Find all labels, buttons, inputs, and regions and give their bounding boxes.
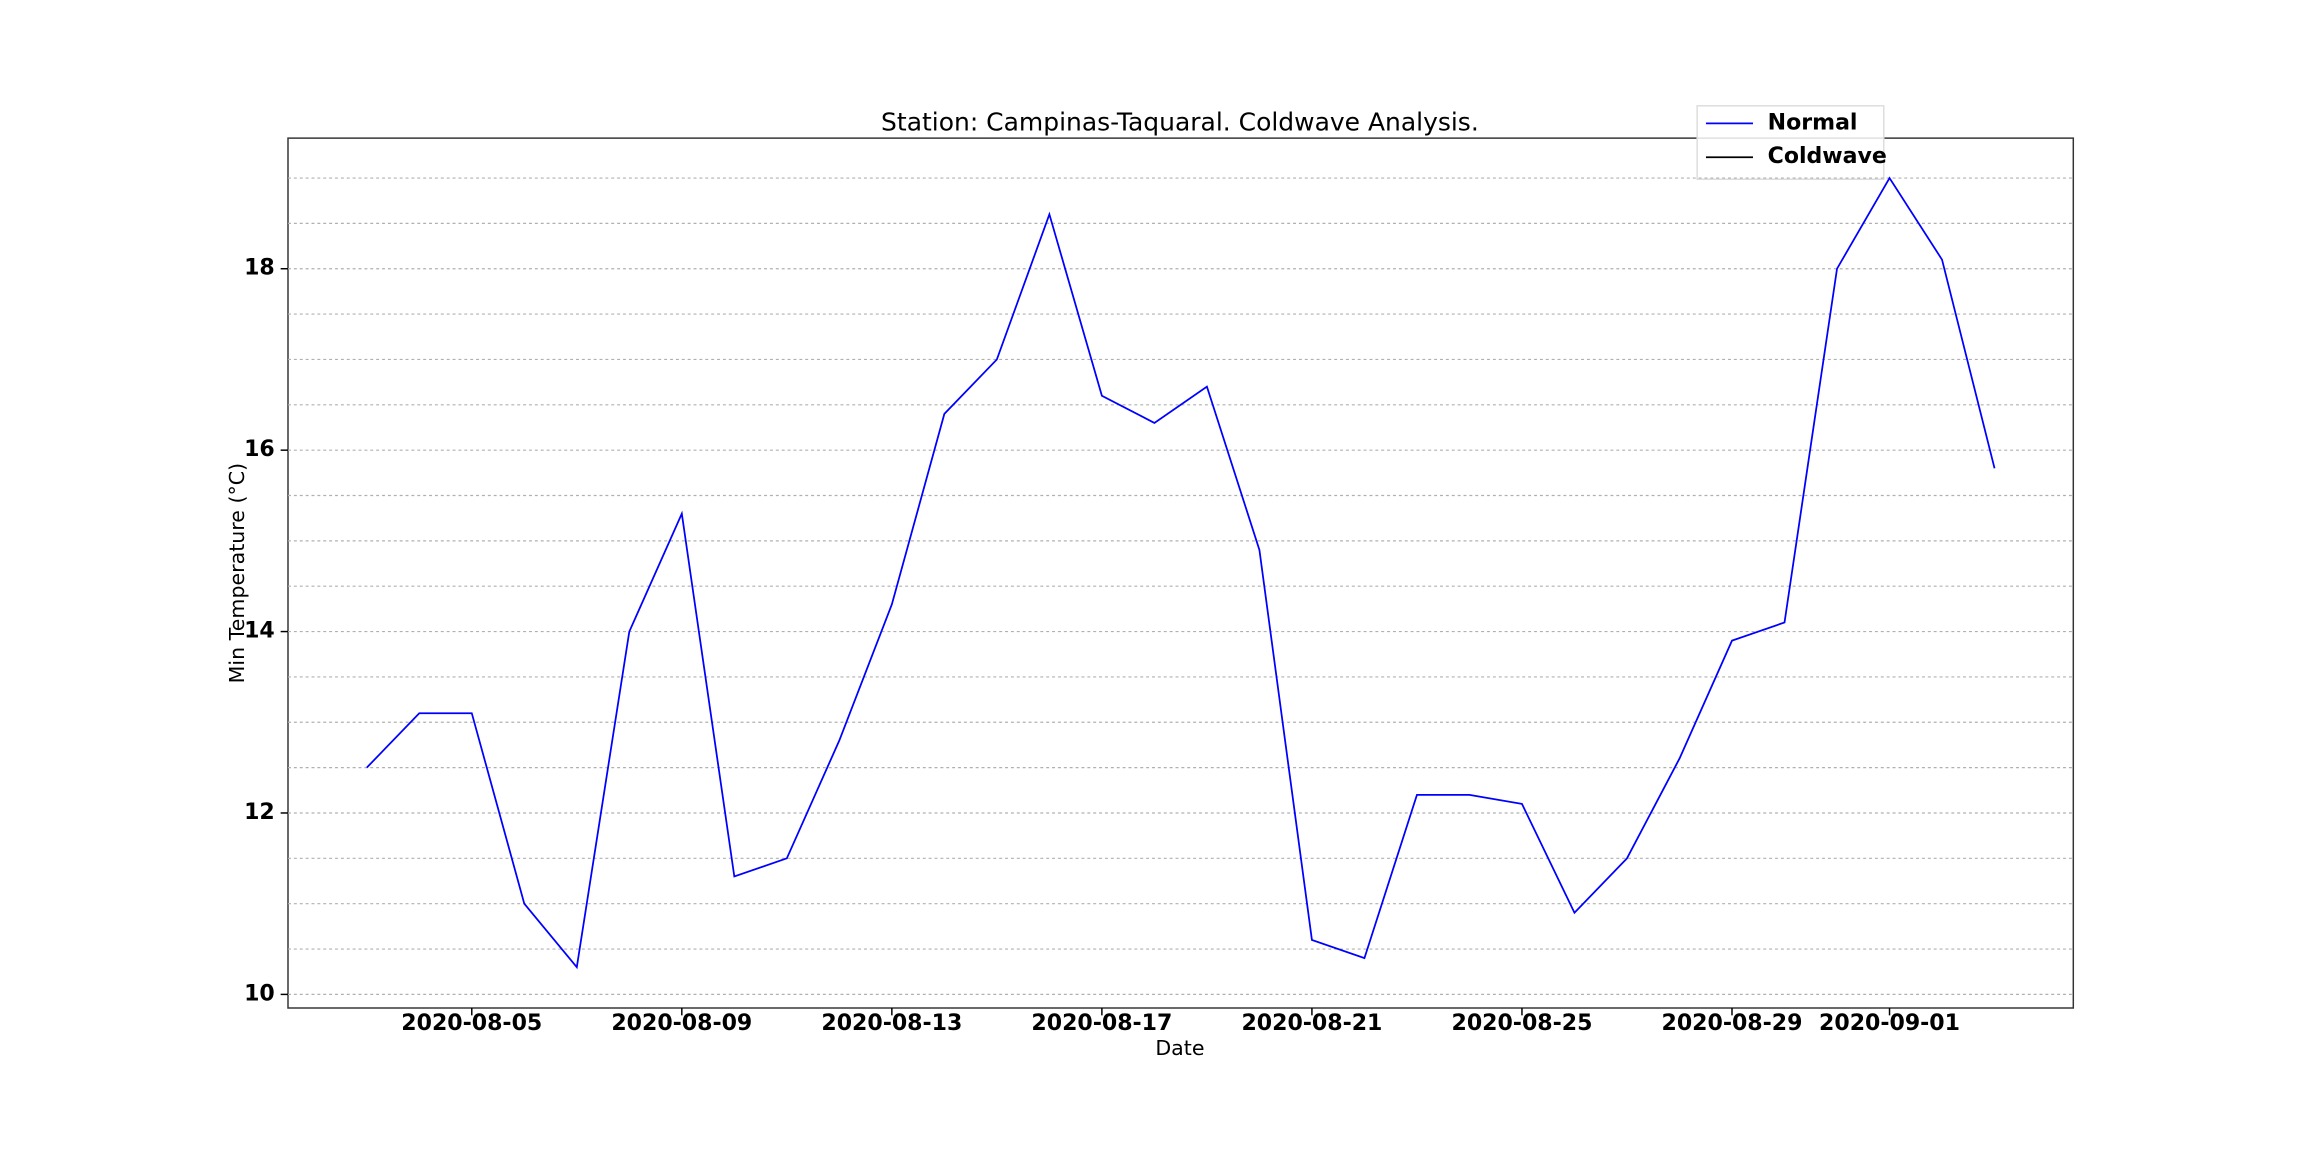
legend-label: Coldwave: [1768, 144, 1887, 169]
x-tick-label: 2020-08-29: [1662, 1011, 1803, 1036]
y-tick-label: 16: [244, 437, 275, 462]
y-axis-label: Min Temperature (°C): [225, 463, 249, 684]
x-axis-label: Date: [1155, 1036, 1204, 1060]
x-tick-label: 2020-08-13: [821, 1011, 962, 1036]
plot-frame: [287, 137, 2075, 1009]
x-tick-label: 2020-08-25: [1451, 1011, 1592, 1036]
x-tick-label: 2020-08-21: [1241, 1011, 1382, 1036]
x-tick-label: 2020-08-05: [401, 1011, 542, 1036]
x-tick-label: 2020-09-01: [1819, 1011, 1960, 1036]
y-tick-label: 14: [244, 619, 275, 644]
x-tick-label: 2020-08-17: [1031, 1011, 1172, 1036]
line-series: [366, 176, 1996, 970]
legend-box: [1696, 105, 1885, 181]
y-tick-label: 12: [244, 800, 275, 825]
y-tick-label: 10: [244, 981, 275, 1006]
x-tick-label: 2020-08-09: [611, 1011, 752, 1036]
legend-label: Normal: [1768, 110, 1858, 135]
y-tick-label: 18: [244, 256, 275, 281]
chart-title: Station: Campinas-Taquaral. Coldwave Ana…: [881, 107, 1479, 136]
